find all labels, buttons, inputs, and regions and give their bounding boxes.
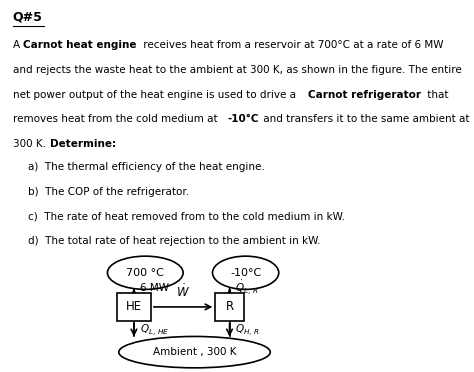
Text: removes heat from the cold medium at: removes heat from the cold medium at: [13, 114, 220, 124]
Text: that: that: [424, 90, 449, 100]
Text: A: A: [13, 40, 23, 50]
Text: receives heat from a reservoir at 700°C at a rate of 6 MW: receives heat from a reservoir at 700°C …: [140, 40, 444, 50]
Text: Determine:: Determine:: [50, 139, 116, 149]
Text: -10°C: -10°C: [227, 114, 258, 124]
FancyBboxPatch shape: [215, 293, 244, 321]
Text: 300 K.: 300 K.: [13, 139, 49, 149]
Text: Q#5: Q#5: [13, 11, 43, 23]
Text: 700 °C: 700 °C: [127, 268, 164, 278]
Text: c)  The rate of heat removed from to the cold medium in kW.: c) The rate of heat removed from to the …: [28, 211, 345, 221]
Text: net power output of the heat engine is used to drive a: net power output of the heat engine is u…: [13, 90, 299, 100]
FancyBboxPatch shape: [117, 293, 151, 321]
Text: $\dot{Q}_{L,\, HE}$: $\dot{Q}_{L,\, HE}$: [140, 320, 169, 338]
Text: $\dot{Q}_{H,\, R}$: $\dot{Q}_{H,\, R}$: [235, 320, 260, 338]
Text: $\dot{Q}_{L,\, R}$: $\dot{Q}_{L,\, R}$: [235, 278, 259, 297]
Text: and transfers it to the same ambient at: and transfers it to the same ambient at: [259, 114, 469, 124]
Text: and rejects the waste heat to the ambient at 300 K, as shown in the figure. The : and rejects the waste heat to the ambien…: [13, 65, 462, 75]
Text: b)  The COP of the refrigerator.: b) The COP of the refrigerator.: [28, 187, 189, 197]
Text: -10°C: -10°C: [230, 268, 261, 278]
Text: HE: HE: [126, 301, 142, 314]
Text: Ambient , 300 K: Ambient , 300 K: [153, 347, 236, 357]
Text: d)  The total rate of heat rejection to the ambient in kW.: d) The total rate of heat rejection to t…: [28, 236, 320, 246]
Text: Carnot refrigerator: Carnot refrigerator: [308, 90, 421, 100]
Text: a)  The thermal efficiency of the heat engine.: a) The thermal efficiency of the heat en…: [28, 162, 264, 172]
Text: Carnot heat engine: Carnot heat engine: [23, 40, 137, 50]
Text: R: R: [226, 301, 234, 314]
Text: 6 MW: 6 MW: [140, 283, 169, 292]
Text: $\dot{W}$: $\dot{W}$: [176, 284, 190, 300]
